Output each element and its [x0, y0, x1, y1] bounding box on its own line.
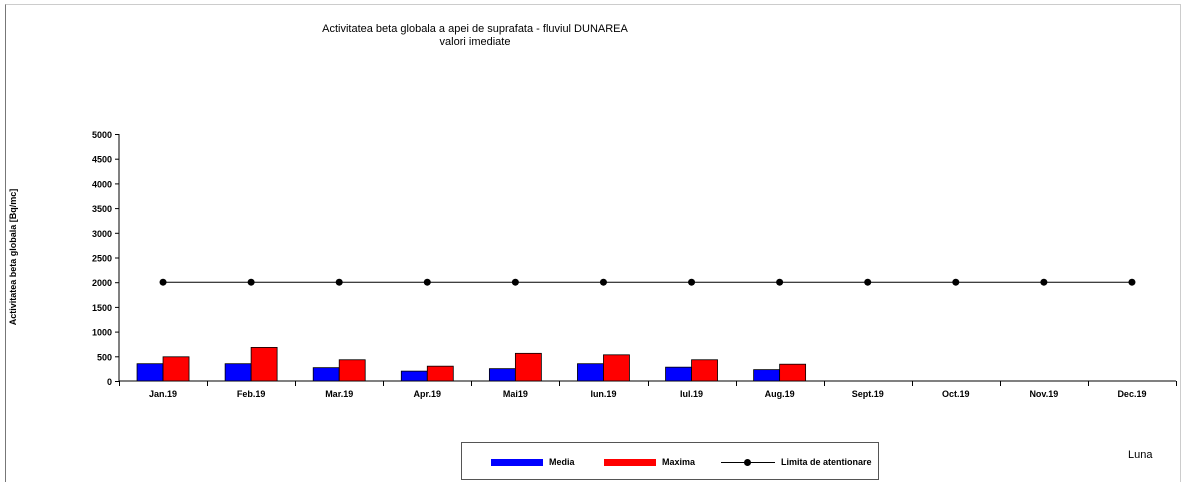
x-tick-label: Sept.19	[852, 389, 884, 399]
line-marker-limita	[335, 278, 343, 286]
chart-frame	[5, 4, 1181, 482]
legend-label-media: Media	[549, 457, 575, 467]
x-tick-label: Dec.19	[1117, 389, 1146, 399]
y-tick-label: 4000	[92, 179, 112, 189]
bar-media	[224, 363, 252, 382]
bar-maxima	[338, 359, 366, 382]
line-marker-limita	[688, 278, 696, 286]
chart-subtitle: valori imediate	[439, 36, 511, 48]
x-axis-label: Luna	[1128, 449, 1153, 461]
legend-swatch-limita	[721, 458, 775, 466]
bar-maxima	[426, 365, 454, 382]
line-marker-limita	[952, 278, 960, 286]
bar-media	[400, 370, 428, 382]
line-marker-limita	[864, 278, 872, 286]
legend-item-limita: Limita de atentionare	[721, 456, 872, 468]
bar-maxima	[162, 356, 190, 382]
y-tick-label: 4500	[92, 155, 112, 165]
line-marker-limita	[511, 278, 519, 286]
y-tick-label: 3000	[92, 229, 112, 239]
chart-title: Activitatea beta globala a apei de supra…	[322, 23, 628, 35]
line-marker-limita	[159, 278, 167, 286]
x-tick-label: Aug.19	[765, 389, 795, 399]
x-tick-label: Apr.19	[414, 389, 442, 399]
line-marker-limita	[776, 278, 784, 286]
y-tick-label: 500	[97, 352, 112, 362]
legend-item-media: Media	[491, 456, 575, 468]
bar-media	[312, 367, 340, 382]
y-tick-label: 0	[107, 377, 112, 387]
x-tick-label: Nov.19	[1029, 389, 1058, 399]
legend-item-maxima: Maxima	[604, 456, 695, 468]
x-tick-label: Iul.19	[680, 389, 703, 399]
bar-maxima	[250, 347, 278, 382]
bar-maxima	[603, 354, 630, 382]
x-tick-label: Feb.19	[237, 389, 266, 399]
x-tick-label: Mai19	[503, 389, 528, 399]
line-marker-limita	[247, 278, 255, 286]
x-tick-label: Iun.19	[590, 389, 616, 399]
bar-maxima	[779, 363, 807, 382]
bar-maxima	[514, 352, 542, 382]
bar-maxima	[691, 359, 718, 382]
chart-legend: Media Maxima Limita de atentionare	[461, 442, 879, 480]
bar-media	[665, 366, 692, 382]
line-marker-limita	[599, 278, 607, 286]
y-tick-label: 2000	[92, 278, 112, 288]
y-tick-label: 1000	[92, 328, 112, 338]
legend-swatch-maxima	[604, 458, 656, 466]
x-tick-label: Mar.19	[325, 389, 353, 399]
bar-media	[577, 363, 604, 382]
line-marker-limita	[423, 278, 431, 286]
chart-title-block: Activitatea beta globala a apei de supra…	[230, 23, 720, 49]
legend-label-limita: Limita de atentionare	[781, 457, 872, 467]
line-marker-limita	[1128, 278, 1136, 286]
legend-swatch-media	[491, 458, 543, 466]
bar-media	[488, 368, 516, 382]
line-marker-limita	[1040, 278, 1048, 286]
y-tick-label: 5000	[92, 130, 112, 140]
y-tick-label: 1500	[92, 303, 112, 313]
x-tick-label: Jan.19	[149, 389, 177, 399]
bar-media	[753, 369, 781, 382]
bar-media	[136, 363, 164, 382]
x-tick-label: Oct.19	[942, 389, 970, 399]
y-tick-label: 2500	[92, 254, 112, 264]
y-tick-label: 3500	[92, 204, 112, 214]
legend-label-maxima: Maxima	[662, 457, 696, 467]
